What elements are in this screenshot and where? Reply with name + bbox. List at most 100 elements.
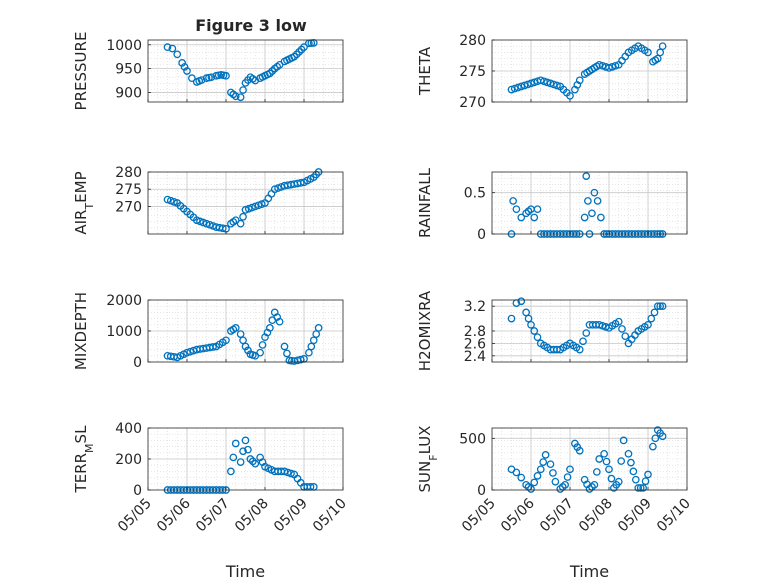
data-point (283, 468, 292, 477)
panel-5: 0 1000 2000 MIXDEPTH (72, 292, 344, 371)
data-point (517, 473, 526, 482)
data-point (275, 317, 284, 326)
panel-2: 270 275 280 THETA (416, 33, 688, 111)
data-point (229, 453, 238, 462)
data-point (307, 342, 316, 351)
data-point (614, 317, 623, 326)
data-point (636, 484, 645, 492)
data-point (566, 465, 574, 474)
data-point (517, 297, 526, 306)
data-point (239, 212, 247, 221)
data-point (530, 327, 539, 335)
data-point (297, 45, 306, 54)
axes-box (491, 427, 688, 491)
xtick-label: 05/07 (193, 496, 233, 536)
data-point (163, 43, 172, 52)
data-point (527, 79, 535, 88)
data-point (551, 477, 560, 486)
series-markers (163, 308, 323, 365)
ytick-label: 280 (459, 33, 486, 49)
y-axis-label-subscript: T (83, 203, 96, 211)
figure-title: Figure 3 low (195, 16, 307, 35)
data-point (507, 314, 516, 323)
data-point (517, 82, 526, 91)
data-point (618, 325, 626, 333)
data-point (218, 224, 227, 233)
data-point (595, 455, 604, 463)
data-point (533, 472, 542, 480)
data-point (241, 342, 250, 351)
ytick-label: 2.6 (464, 336, 486, 352)
data-point (592, 468, 601, 476)
data-point (305, 348, 313, 357)
data-point (290, 52, 299, 61)
data-point (582, 172, 591, 180)
ytick-label: 950 (115, 62, 142, 78)
data-point (553, 81, 561, 90)
data-point (536, 76, 545, 85)
data-point (522, 308, 530, 317)
data-point (268, 67, 277, 75)
data-point (231, 324, 240, 332)
data-point (168, 44, 177, 53)
data-point (231, 92, 240, 101)
data-point (563, 473, 572, 481)
data-point (607, 474, 616, 483)
xtick-label: 05/05 (459, 496, 499, 536)
y-axis-label-subscript: M (83, 443, 96, 453)
data-point (553, 345, 561, 354)
data-point (507, 85, 516, 94)
data-point (222, 336, 230, 345)
data-point (188, 74, 196, 83)
data-point (512, 205, 521, 214)
y-axis-label-part: RAINFALL (416, 167, 434, 238)
ytick-label: 0 (477, 227, 486, 243)
data-point (300, 43, 308, 52)
data-point (514, 83, 522, 92)
panel-6: 2.42.62.8 3.2 H2OMIXRA (416, 290, 688, 371)
data-point (533, 333, 542, 342)
ytick-label: 1000 (106, 324, 142, 340)
data-point (608, 63, 617, 71)
y-axis-label-part: EMP (72, 171, 90, 202)
data-point (180, 63, 189, 71)
y-axis-label: TERRMSL (72, 425, 96, 494)
major-grid (148, 428, 343, 490)
data-point (590, 480, 599, 489)
data-point (244, 445, 252, 454)
data-point (178, 59, 186, 67)
xtick-label: 05/08 (232, 496, 272, 536)
data-point (530, 78, 539, 87)
data-point (239, 447, 247, 456)
panel-7: 0 200 400 05/05 05/06 05/07 05/08 05/09 05/10 TER… (72, 421, 350, 581)
data-point (527, 320, 535, 329)
data-point (595, 320, 604, 329)
ytick-label: 0 (133, 483, 142, 499)
data-point (549, 469, 557, 477)
data-point (602, 457, 611, 466)
data-point (644, 470, 652, 479)
data-point (575, 446, 584, 455)
data-point (597, 213, 605, 222)
xtick-label: 05/06 (498, 495, 538, 535)
xtick-label: 05/10 (654, 496, 694, 536)
y-axis-label-part: THETA (416, 46, 434, 96)
data-point (590, 188, 599, 197)
data-point (239, 336, 247, 345)
data-point (227, 467, 235, 476)
data-point (236, 330, 245, 338)
ytick-label: 275 (459, 64, 486, 80)
data-point (256, 348, 264, 357)
data-point (650, 308, 659, 317)
data-point (580, 213, 589, 222)
data-point (246, 455, 255, 463)
panel-1: 900 950 1000 PRESSURE (72, 32, 344, 110)
data-point (546, 460, 555, 469)
y-axis-label-part: MIXDEPTH (72, 292, 90, 370)
data-point (653, 54, 662, 63)
major-grid (492, 172, 687, 234)
data-point (241, 436, 250, 445)
y-axis-label-part: H2OMIXRA (416, 290, 434, 371)
ytick-label: 2.4 (464, 349, 486, 365)
